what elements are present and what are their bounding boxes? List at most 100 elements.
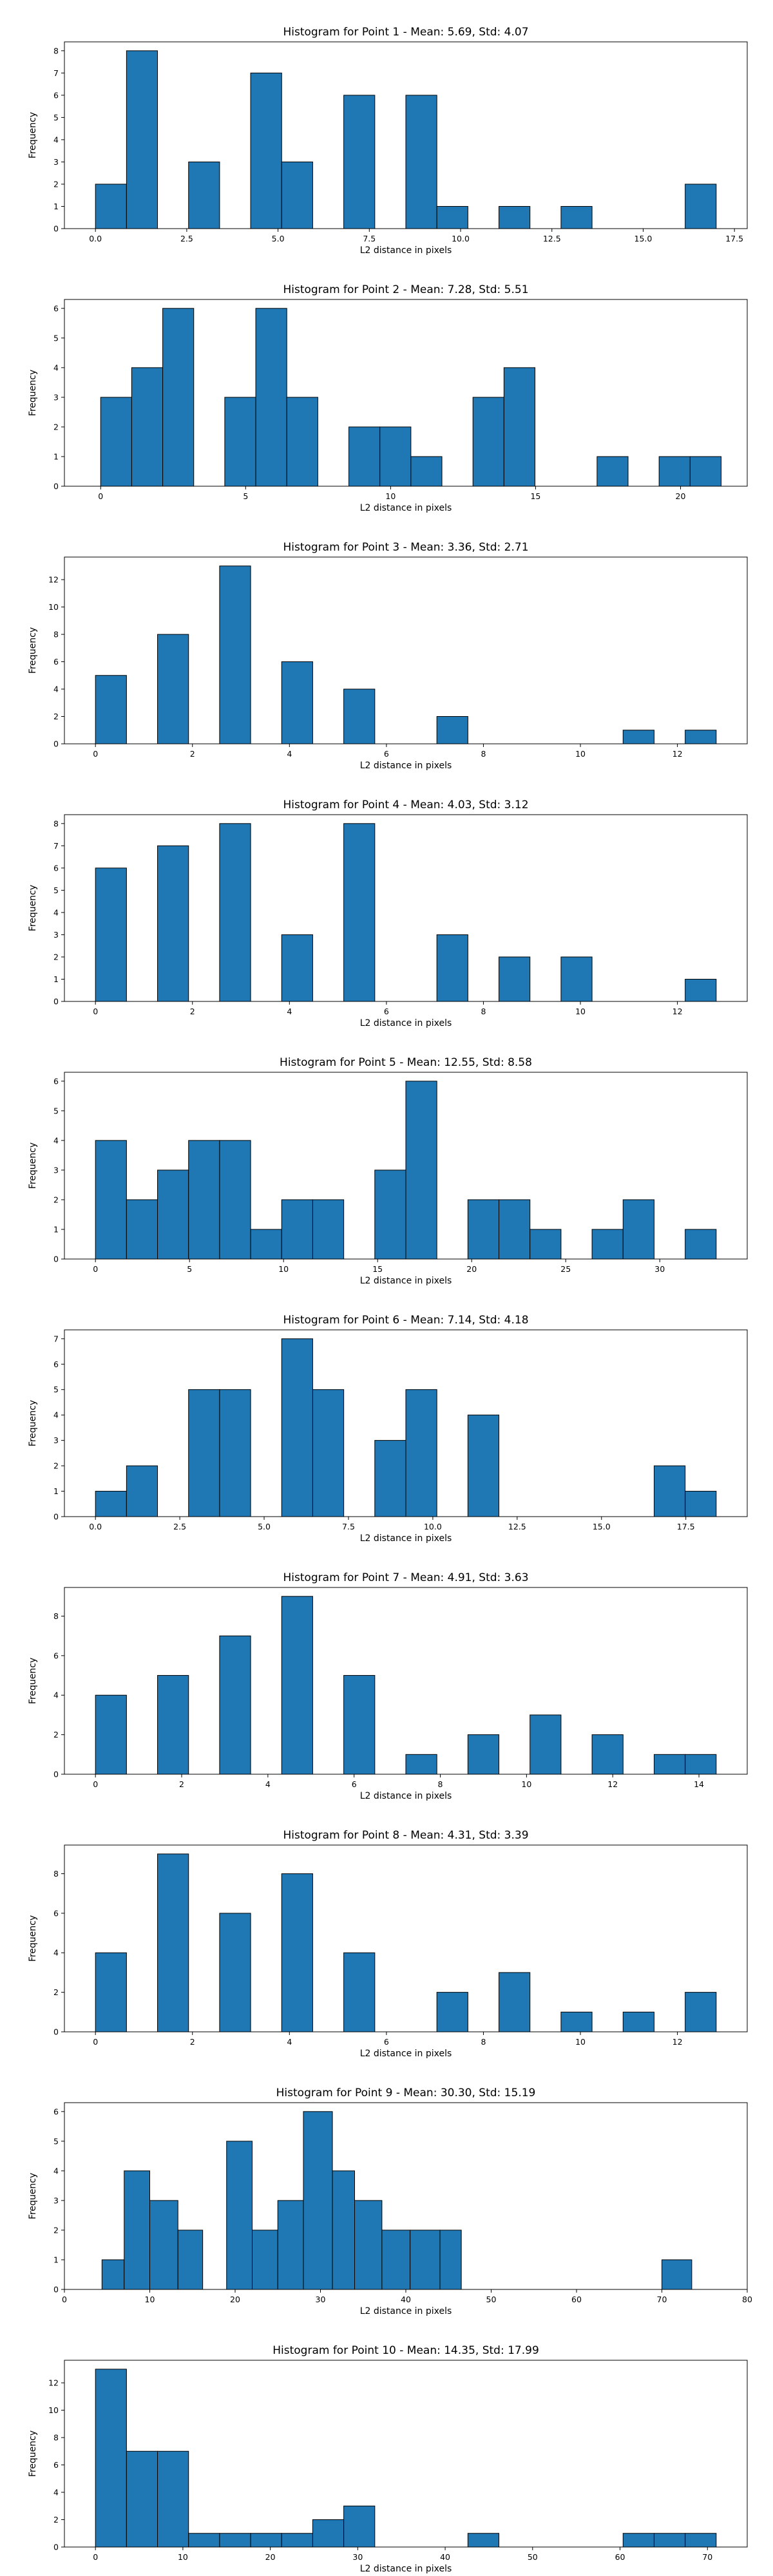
histogram-bar — [405, 1081, 437, 1260]
histogram-bar — [436, 716, 468, 744]
x-tick-label: 17.5 — [725, 234, 743, 243]
histogram-bar — [131, 367, 164, 487]
histogram-bar — [343, 2505, 376, 2548]
x-tick-label: 5 — [187, 1264, 192, 1274]
histogram-bar — [343, 1952, 376, 2032]
axes-frame — [64, 556, 748, 744]
x-tick-label: 20 — [466, 1264, 477, 1274]
y-tick-label: 6 — [53, 863, 59, 873]
histogram-bar — [622, 1199, 654, 1260]
x-tick-label: 4 — [287, 1007, 292, 1016]
histogram-bar — [439, 2230, 462, 2290]
histogram-bar — [560, 956, 593, 1002]
x-axis-label: L2 distance in pixels — [360, 503, 452, 513]
y-tick-label: 5 — [53, 113, 59, 122]
x-axis-label: L2 distance in pixels — [360, 2306, 452, 2316]
x-tick-label: 0 — [62, 2295, 67, 2304]
y-axis-label: Frequency — [28, 2173, 38, 2219]
histogram-bar — [591, 1229, 624, 1260]
y-tick-label: 0 — [53, 739, 59, 749]
y-tick-label: 5 — [53, 886, 59, 895]
y-tick-label: 6 — [53, 2107, 59, 2116]
y-axis-label: Frequency — [28, 1658, 38, 1704]
y-tick-label: 0 — [53, 1255, 59, 1264]
histogram-bar — [303, 2111, 333, 2290]
histogram-bar — [499, 956, 531, 1002]
histogram-bar — [467, 1414, 500, 1517]
y-tick-label: 4 — [53, 2488, 59, 2497]
histogram-bar — [162, 308, 195, 487]
y-tick-label: 6 — [53, 657, 59, 667]
x-tick-label: 0 — [98, 491, 103, 501]
y-tick-label: 2 — [53, 1987, 59, 1997]
histogram-bar — [95, 675, 127, 744]
y-tick-label: 6 — [53, 1651, 59, 1660]
x-tick-label: 70 — [657, 2295, 667, 2304]
histogram-bar — [177, 2230, 204, 2290]
histogram-panel-7: Histogram for Point 7 - Mean: 4.91, Std:… — [28, 1571, 748, 1801]
y-axis-label: Frequency — [28, 1915, 38, 1962]
x-tick-label: 40 — [440, 2552, 450, 2562]
y-tick-label: 12 — [48, 2378, 59, 2388]
x-tick-label: 8 — [481, 1007, 486, 1016]
histogram-bar — [219, 1389, 251, 1517]
x-tick-label: 0 — [93, 1779, 98, 1789]
axes-frame — [64, 2360, 748, 2548]
histogram-bar — [354, 2200, 383, 2290]
histogram-bar — [685, 184, 717, 229]
bar-group — [95, 823, 717, 1002]
y-tick-label: 1 — [53, 202, 59, 211]
histogram-bar — [405, 1389, 437, 1517]
x-tick-label: 30 — [654, 1264, 665, 1274]
histogram-bar — [126, 2450, 158, 2548]
histogram-bar — [374, 1170, 406, 1260]
histogram-bar — [467, 1199, 500, 1260]
x-tick-label: 4 — [287, 2037, 292, 2047]
histogram-bar — [188, 1140, 220, 1260]
histogram-bar — [95, 1140, 127, 1260]
y-tick-label: 7 — [53, 68, 59, 78]
y-tick-label: 7 — [53, 841, 59, 851]
x-tick-label: 70 — [702, 2552, 712, 2562]
histogram-bar — [467, 2533, 500, 2548]
y-tick-label: 0 — [53, 997, 59, 1007]
x-tick-label: 8 — [481, 2037, 486, 2047]
histogram-bar — [255, 308, 287, 487]
x-axis-label: L2 distance in pixels — [360, 2049, 452, 2059]
x-axis-label: L2 distance in pixels — [360, 1276, 452, 1286]
y-tick-label: 8 — [53, 819, 59, 828]
bar-group — [95, 1853, 717, 2032]
histogram-bar — [499, 1199, 531, 1260]
histogram-bar — [226, 2141, 253, 2290]
histogram-bar — [374, 1440, 406, 1517]
x-tick-label: 0 — [93, 1264, 98, 1274]
histogram-panel-2: Histogram for Point 2 - Mean: 7.28, Std:… — [28, 283, 748, 513]
histogram-bar — [530, 1714, 562, 1775]
chart-title: Histogram for Point 9 - Mean: 30.30, Std… — [276, 2087, 536, 2099]
x-tick-label: 10 — [575, 2037, 586, 2047]
x-tick-label: 0 — [93, 2037, 98, 2047]
y-tick-label: 5 — [53, 1385, 59, 1394]
y-tick-label: 2 — [53, 712, 59, 721]
histogram-bar — [188, 1389, 220, 1517]
x-tick-label: 50 — [528, 2552, 538, 2562]
x-tick-label: 8 — [438, 1779, 443, 1789]
histogram-bar — [436, 205, 468, 229]
y-tick-label: 4 — [53, 685, 59, 694]
histogram-bar — [126, 1199, 158, 1260]
y-tick-label: 0 — [53, 1770, 59, 1779]
y-axis-label: Frequency — [28, 112, 38, 158]
y-tick-label: 6 — [53, 1359, 59, 1369]
x-tick-label: 10.0 — [452, 234, 470, 243]
y-tick-label: 1 — [53, 974, 59, 984]
y-tick-label: 4 — [53, 907, 59, 917]
axes-frame — [64, 1072, 748, 1260]
y-tick-label: 6 — [53, 2460, 59, 2470]
histogram-bar — [224, 397, 256, 487]
y-tick-label: 2 — [53, 952, 59, 961]
x-tick-label: 6 — [384, 749, 389, 759]
x-tick-label: 10 — [575, 749, 586, 759]
histogram-bar — [685, 1491, 717, 1517]
x-tick-label: 6 — [384, 1007, 389, 1016]
